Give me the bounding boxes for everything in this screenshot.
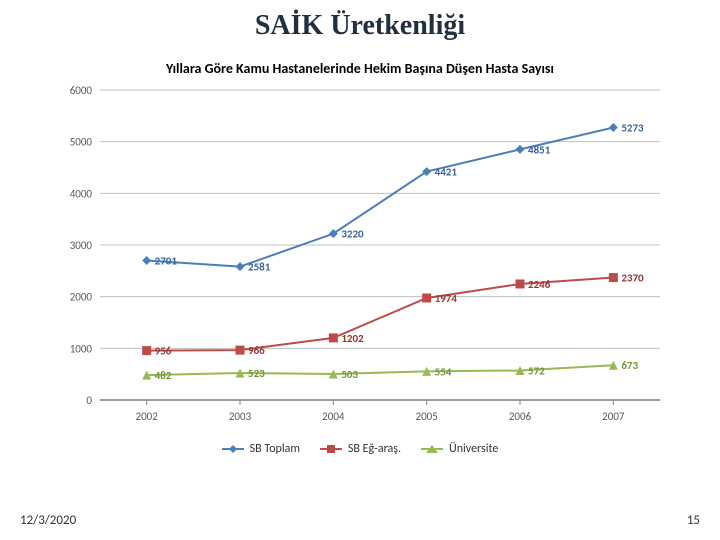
- line-chart: 0 1000 2000 3000 4000 5000 6000 2002 2003 2004 200…: [40, 80, 680, 480]
- svg-text:2004: 2004: [322, 410, 345, 423]
- legend-item: SB Eğ-araş.: [320, 442, 401, 456]
- svg-text:2007: 2007: [602, 410, 625, 423]
- svg-text:4421: 4421: [435, 166, 458, 179]
- svg-text:2006: 2006: [509, 410, 532, 423]
- svg-text:6000: 6000: [70, 84, 93, 97]
- svg-text:2701: 2701: [155, 254, 178, 267]
- svg-text:956: 956: [155, 345, 172, 358]
- legend-label: Üniversite: [449, 442, 498, 456]
- svg-text:966: 966: [248, 344, 265, 357]
- svg-text:5000: 5000: [70, 136, 93, 149]
- slide: SAİK Üretkenliği Yıllara Göre Kamu Hasta…: [0, 0, 720, 540]
- svg-text:4851: 4851: [528, 143, 551, 156]
- svg-text:523: 523: [248, 367, 265, 380]
- svg-text:554: 554: [435, 365, 452, 378]
- legend-item: SB Toplam: [222, 442, 300, 456]
- svg-text:673: 673: [621, 359, 638, 372]
- svg-text:572: 572: [528, 364, 545, 377]
- footer-page-number: 15: [687, 513, 700, 528]
- svg-text:2005: 2005: [416, 410, 438, 423]
- svg-text:1202: 1202: [341, 332, 364, 345]
- svg-text:503: 503: [341, 368, 358, 381]
- svg-text:1000: 1000: [70, 342, 93, 355]
- legend-item: Üniversite: [421, 442, 498, 456]
- legend-label: SB Eğ-araş.: [348, 442, 401, 456]
- svg-text:2003: 2003: [229, 410, 252, 423]
- svg-text:1974: 1974: [435, 292, 458, 305]
- footer-date: 12/3/2020: [20, 513, 76, 528]
- svg-text:2246: 2246: [528, 278, 551, 291]
- svg-text:3000: 3000: [70, 239, 93, 252]
- page-title: SAİK Üretkenliği: [0, 10, 720, 42]
- svg-text:482: 482: [155, 369, 172, 382]
- svg-text:0: 0: [86, 394, 92, 407]
- legend-label: SB Toplam: [250, 442, 300, 456]
- chart-title: Yıllara Göre Kamu Hastanelerinde Hekim B…: [0, 60, 720, 77]
- svg-text:4000: 4000: [70, 187, 93, 200]
- svg-text:2581: 2581: [248, 261, 271, 274]
- svg-text:5273: 5273: [621, 122, 644, 135]
- chart-svg: 0 1000 2000 3000 4000 5000 6000 2002 2003 2004 200…: [40, 80, 680, 440]
- chart-legend: SB Toplam SB Eğ-araş. Üniversite: [0, 440, 720, 456]
- svg-text:3220: 3220: [341, 228, 364, 241]
- svg-text:2002: 2002: [136, 410, 159, 423]
- svg-text:2370: 2370: [621, 272, 644, 285]
- svg-text:2000: 2000: [70, 291, 93, 304]
